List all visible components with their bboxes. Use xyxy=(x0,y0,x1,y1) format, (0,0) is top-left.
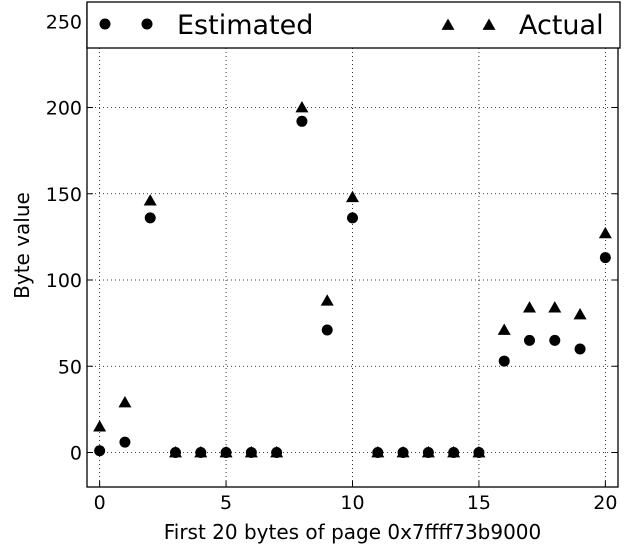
legend-marker-circle xyxy=(99,18,153,30)
legend-marker-actual xyxy=(482,18,496,30)
data-point-actual xyxy=(143,194,157,206)
x-axis-title: First 20 bytes of page 0x7ffff73b9000 xyxy=(164,520,542,544)
data-point-actual xyxy=(295,101,309,113)
y-tick-label: 250 xyxy=(46,11,82,33)
data-point-actual xyxy=(270,446,284,458)
data-point-actual xyxy=(497,323,511,335)
legend-box xyxy=(86,1,621,49)
data-point-estimated xyxy=(549,334,561,346)
grid-lines xyxy=(87,4,618,487)
y-tick-label: 50 xyxy=(58,356,82,378)
data-point-actual xyxy=(371,446,385,458)
data-point-estimated xyxy=(599,252,611,264)
data-point-actual xyxy=(421,446,435,458)
data-point-estimated xyxy=(119,436,131,448)
x-tick-label: 5 xyxy=(220,492,232,514)
data-point-estimated xyxy=(524,334,535,346)
data-point-estimated xyxy=(574,343,586,355)
data-point-actual xyxy=(93,420,107,432)
data-point-actual xyxy=(346,190,359,203)
data-point-actual xyxy=(598,226,612,239)
data-point-actual xyxy=(194,446,208,458)
legend-label-estimated: Estimated xyxy=(177,10,313,41)
legend-entry-actual: Actual xyxy=(441,10,604,41)
data-point-actual xyxy=(396,446,410,458)
x-tick-label: 20 xyxy=(593,492,617,514)
data-point-estimated xyxy=(94,445,106,457)
legend-marker-actual xyxy=(441,18,455,30)
data-marks xyxy=(93,101,612,458)
data-point-actual xyxy=(320,294,334,306)
x-tick-label: 15 xyxy=(467,492,491,514)
data-point-estimated xyxy=(498,355,510,367)
y-tick-label: 200 xyxy=(46,98,82,120)
data-point-actual xyxy=(244,446,258,458)
x-tick-label: 0 xyxy=(94,492,106,514)
data-point-actual xyxy=(169,446,182,458)
y-tick-label: 0 xyxy=(70,443,82,465)
data-point-actual xyxy=(523,301,536,313)
data-point-estimated xyxy=(144,212,156,224)
legend-marker-triangle xyxy=(441,18,496,30)
y-tick-label: 100 xyxy=(46,270,82,292)
legend: Estimated Actual xyxy=(86,1,621,49)
data-point-actual xyxy=(118,395,132,408)
legend-label-actual: Actual xyxy=(519,10,604,41)
x-tick-label: 10 xyxy=(340,492,364,514)
data-point-actual xyxy=(472,446,486,458)
y-tick-label: 150 xyxy=(46,184,82,206)
data-point-estimated xyxy=(296,115,308,127)
y-axis-title: Byte value xyxy=(10,192,34,299)
legend-marker-estimated xyxy=(141,18,153,30)
data-point-estimated xyxy=(321,324,333,336)
data-point-actual xyxy=(573,308,587,320)
data-point-actual xyxy=(447,446,461,458)
legend-entry-estimated: Estimated xyxy=(99,10,313,41)
data-point-actual xyxy=(219,446,233,458)
data-point-estimated xyxy=(347,212,358,224)
legend-marker-estimated xyxy=(99,18,111,30)
data-point-actual xyxy=(548,301,562,313)
